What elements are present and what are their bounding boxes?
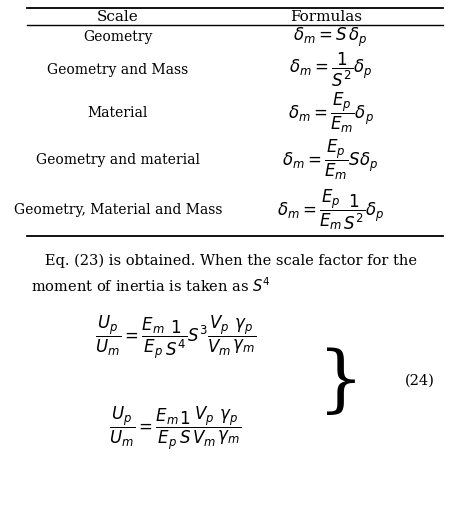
Text: Scale: Scale xyxy=(97,10,139,24)
Text: Formulas: Formulas xyxy=(290,10,362,24)
Text: $\delta_m = \dfrac{E_p}{E_m}\dfrac{1}{S^2}\delta_p$: $\delta_m = \dfrac{E_p}{E_m}\dfrac{1}{S^… xyxy=(277,188,384,232)
Text: $\delta_m = \dfrac{E_p}{E_m}S\delta_p$: $\delta_m = \dfrac{E_p}{E_m}S\delta_p$ xyxy=(282,139,379,182)
Text: Geometry, Material and Mass: Geometry, Material and Mass xyxy=(14,203,222,217)
Text: $\delta_m = S\,\delta_p$: $\delta_m = S\,\delta_p$ xyxy=(293,26,368,49)
Text: Material: Material xyxy=(88,106,148,120)
Text: $\delta_m = \dfrac{E_p}{E_m}\delta_p$: $\delta_m = \dfrac{E_p}{E_m}\delta_p$ xyxy=(288,91,374,135)
Text: $\dfrac{U_p}{U_m} = \dfrac{E_m}{E_p}\dfrac{1}{S^4}S^3\dfrac{V_p}{V_m}\dfrac{\gam: $\dfrac{U_p}{U_m} = \dfrac{E_m}{E_p}\dfr… xyxy=(95,314,256,361)
Text: (24): (24) xyxy=(405,374,435,388)
Text: Geometry: Geometry xyxy=(83,30,153,44)
Text: moment of inertia is taken as $S^4$: moment of inertia is taken as $S^4$ xyxy=(31,277,271,296)
Text: Geometry and material: Geometry and material xyxy=(36,153,200,168)
Text: }: } xyxy=(318,348,364,419)
Text: Geometry and Mass: Geometry and Mass xyxy=(47,63,189,77)
Text: $\dfrac{U_p}{U_m} = \dfrac{E_m}{E_p}\dfrac{1}{S}\dfrac{V_p}{V_m}\dfrac{\gamma_p}: $\dfrac{U_p}{U_m} = \dfrac{E_m}{E_p}\dfr… xyxy=(109,405,242,453)
Text: Eq. (23) is obtained. When the scale factor for the: Eq. (23) is obtained. When the scale fac… xyxy=(31,254,417,268)
Text: $\delta_m = \dfrac{1}{S^2}\delta_p$: $\delta_m = \dfrac{1}{S^2}\delta_p$ xyxy=(289,51,372,89)
